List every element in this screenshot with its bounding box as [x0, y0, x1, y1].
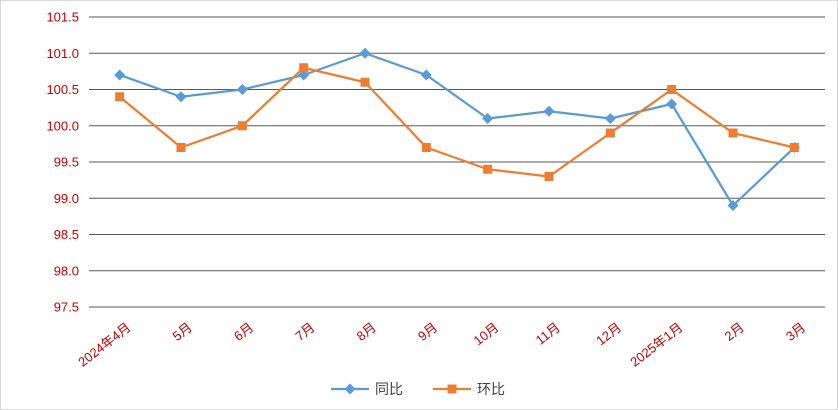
data-point-marker [236, 84, 248, 95]
data-point-marker [727, 200, 739, 211]
x-tick-label: 10月 [471, 320, 502, 349]
y-tick-label: 97.5 [54, 300, 79, 315]
gridlines [89, 16, 825, 308]
y-tick-label: 99.0 [54, 191, 79, 206]
legend-marker-square [447, 384, 457, 394]
series-tongbi [114, 47, 800, 211]
data-point-marker [176, 143, 186, 152]
data-point-marker [728, 128, 738, 138]
data-point-marker [299, 63, 309, 73]
legend-label: 环比 [477, 381, 505, 397]
series-line [118, 52, 796, 207]
x-tick-label: 2025年1月 [627, 320, 685, 370]
x-tick-label: 12月 [593, 320, 624, 349]
x-tick-label: 11月 [533, 320, 563, 348]
y-tick-label: 100.0 [46, 118, 79, 133]
legend-label: 同比 [375, 381, 403, 397]
data-point-marker [605, 128, 615, 138]
series-line [118, 66, 796, 178]
y-tick-label: 99.5 [54, 155, 79, 170]
x-tick-label: 2月 [722, 320, 747, 344]
x-tick-label: 5月 [170, 320, 195, 344]
data-point-marker [115, 92, 125, 102]
y-tick-label: 98.0 [54, 263, 79, 278]
data-point-marker [667, 85, 677, 94]
y-tick-label: 100.5 [46, 82, 79, 97]
data-point-marker [544, 172, 554, 181]
data-point-marker [482, 113, 494, 124]
y-tick-label: 101.5 [46, 10, 79, 25]
x-tick-label: 2024年4月 [75, 320, 133, 370]
y-axis-labels: 97.5 98.0 98.5 99.0 99.5 100.0 100.5 101.0 101.5 [46, 10, 79, 315]
data-point-marker [666, 98, 678, 110]
x-tick-label: 9月 [415, 320, 440, 344]
data-point-marker [114, 69, 126, 81]
data-point-marker [543, 105, 555, 117]
data-point-marker [360, 77, 370, 87]
data-point-marker [604, 113, 616, 124]
data-point-marker [483, 164, 493, 174]
series-huanbi [115, 63, 799, 181]
data-point-marker [421, 143, 431, 152]
x-tick-label: 3月 [783, 320, 808, 344]
x-axis-labels: 2024年4月 5月 6月 7月 8月 9月 10月 11月 12月 2025年1月 2月 3月 [75, 320, 808, 370]
legend: 同比 环比 [331, 381, 505, 397]
x-tick-label: 7月 [292, 320, 317, 344]
x-tick-label: 8月 [354, 320, 379, 344]
x-tick-label: 6月 [231, 320, 256, 344]
y-tick-label: 101.0 [46, 46, 79, 61]
data-point-marker [237, 121, 247, 131]
data-point-marker [359, 47, 371, 59]
data-point-marker [420, 69, 432, 81]
data-point-marker [789, 143, 799, 152]
data-point-marker [175, 91, 187, 103]
legend-marker-diamond [344, 383, 356, 395]
y-tick-label: 98.5 [54, 227, 79, 242]
